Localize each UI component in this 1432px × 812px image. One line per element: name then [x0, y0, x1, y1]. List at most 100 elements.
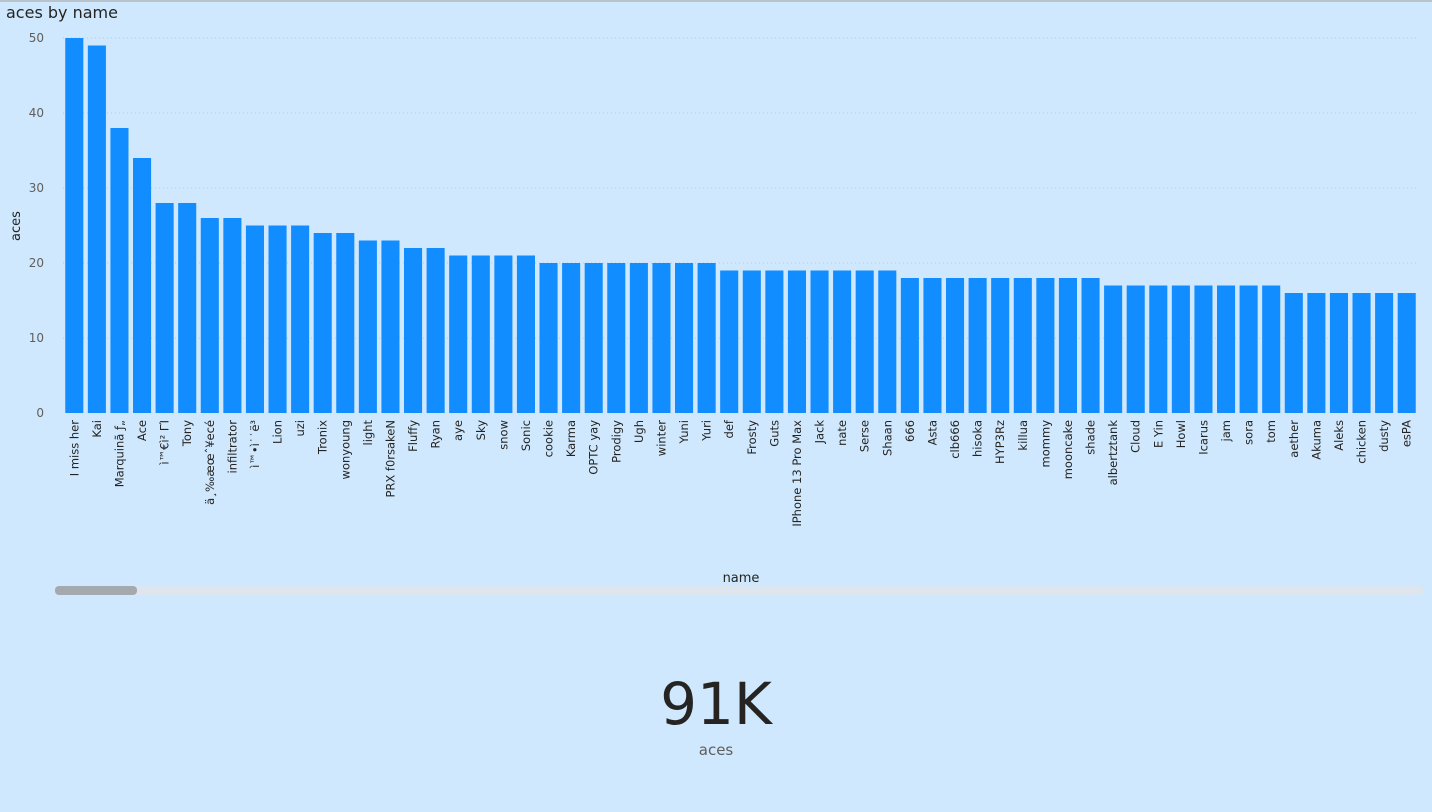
x-tick-label: Akuma: [1309, 420, 1323, 460]
bar[interactable]: [381, 240, 400, 414]
x-tick-label: chicken: [1355, 420, 1369, 464]
bar[interactable]: [900, 278, 919, 413]
bar[interactable]: [946, 278, 965, 413]
bar[interactable]: [923, 278, 942, 413]
x-tick-label: Frosty: [745, 420, 759, 455]
bar[interactable]: [291, 225, 310, 414]
bar[interactable]: [200, 218, 219, 413]
bar[interactable]: [629, 263, 648, 413]
bar[interactable]: [855, 270, 874, 414]
bar[interactable]: [178, 203, 197, 413]
bar[interactable]: [1081, 278, 1100, 413]
x-tick-label: Yuri: [700, 420, 714, 442]
x-tick-label: albertztank: [1106, 420, 1120, 486]
bar[interactable]: [358, 240, 377, 414]
gridlines: [63, 37, 1418, 339]
bar[interactable]: [878, 270, 897, 414]
x-tick-label: 666: [903, 420, 917, 442]
bar[interactable]: [1217, 285, 1236, 414]
x-tick-label: Ugh: [632, 420, 646, 443]
bar[interactable]: [787, 270, 806, 414]
bar[interactable]: [1329, 293, 1348, 413]
bar[interactable]: [1171, 285, 1190, 414]
x-tick-label: nate: [835, 420, 849, 446]
x-tick-label: Marquinã ƒ„: [112, 420, 126, 487]
x-tick-label: tom: [1264, 420, 1278, 443]
x-tick-label: Karma: [564, 420, 578, 457]
bar[interactable]: [742, 270, 761, 414]
bar[interactable]: [1262, 285, 1281, 414]
y-tick-label: 20: [29, 256, 44, 270]
x-tick-label: Aleks: [1332, 420, 1346, 451]
x-tick-label: infiltrator: [225, 420, 239, 474]
x-tick-label: Tony: [180, 420, 194, 447]
bar[interactable]: [1126, 285, 1145, 414]
x-tick-label: cookie: [542, 420, 556, 457]
x-tick-label: Sonic: [519, 420, 533, 451]
x-tick-label: OPTC yay: [587, 420, 601, 475]
bar[interactable]: [1352, 293, 1371, 413]
y-tick-label: 10: [29, 331, 44, 345]
bar[interactable]: [765, 270, 784, 414]
bar[interactable]: [336, 233, 355, 413]
bar[interactable]: [991, 278, 1010, 413]
x-tick-label: mooncake: [1061, 420, 1075, 479]
x-tick-label: IPhone 13 Pro Max: [790, 420, 804, 527]
horizontal-scrollbar-track[interactable]: [55, 586, 1423, 595]
bar[interactable]: [1375, 293, 1394, 413]
x-tick-label: light: [361, 420, 375, 446]
bar[interactable]: [584, 263, 603, 413]
bar[interactable]: [516, 255, 535, 414]
bar[interactable]: [133, 158, 152, 413]
bar[interactable]: [1149, 285, 1168, 414]
bar[interactable]: [1194, 285, 1213, 414]
bar[interactable]: [223, 218, 242, 413]
bar[interactable]: [1239, 285, 1258, 414]
bar[interactable]: [471, 255, 490, 414]
bar[interactable]: [313, 233, 332, 413]
horizontal-scrollbar-thumb[interactable]: [55, 586, 137, 595]
bar[interactable]: [675, 263, 694, 413]
bar[interactable]: [1104, 285, 1123, 414]
bar[interactable]: [245, 225, 264, 414]
x-tick-label: clb666: [948, 420, 962, 459]
bar[interactable]: [494, 255, 513, 414]
bar[interactable]: [652, 263, 671, 413]
bar[interactable]: [268, 225, 287, 414]
kpi-card-label: aces: [698, 741, 734, 759]
bar[interactable]: [449, 255, 468, 414]
bar[interactable]: [1307, 293, 1326, 413]
bar[interactable]: [1284, 293, 1303, 413]
bar[interactable]: [110, 128, 129, 413]
bar[interactable]: [562, 263, 581, 413]
x-tick-label: ì™•ì˙˙ë³: [248, 420, 262, 469]
x-tick-label: def: [722, 419, 736, 438]
x-tick-label: mommy: [1038, 420, 1052, 468]
bar[interactable]: [810, 270, 829, 414]
bar[interactable]: [65, 38, 84, 413]
bar[interactable]: [87, 45, 106, 414]
x-tick-label: esPA: [1400, 420, 1414, 447]
bar[interactable]: [1058, 278, 1077, 413]
bars: [65, 38, 1416, 414]
bar[interactable]: [539, 263, 558, 413]
bar[interactable]: [1036, 278, 1055, 413]
x-tick-label: aye: [451, 420, 465, 441]
bar[interactable]: [404, 248, 423, 413]
x-tick-label: Lion: [271, 420, 285, 444]
bar[interactable]: [833, 270, 852, 414]
bar[interactable]: [426, 248, 445, 413]
bar[interactable]: [155, 203, 174, 413]
y-axis-title: aces: [9, 211, 24, 241]
x-tick-label: dusty: [1377, 420, 1391, 452]
bar[interactable]: [697, 263, 716, 413]
bar[interactable]: [1397, 293, 1416, 413]
x-tick-label: uzi: [293, 420, 307, 437]
bar[interactable]: [607, 263, 626, 413]
x-tick-label: shade: [1084, 420, 1098, 455]
x-tick-label: I miss her: [67, 420, 81, 476]
bar[interactable]: [720, 270, 739, 414]
bar[interactable]: [968, 278, 987, 413]
bar[interactable]: [1013, 278, 1032, 413]
